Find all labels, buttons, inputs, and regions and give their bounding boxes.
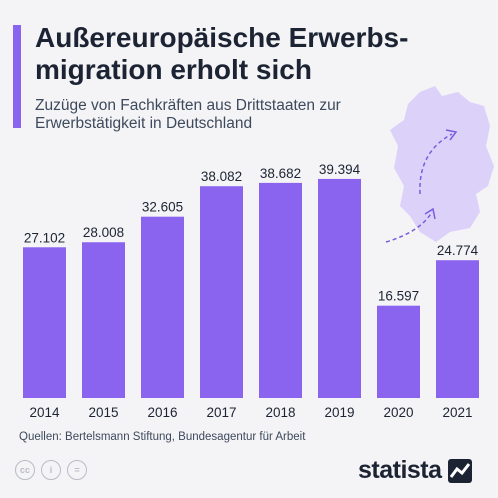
bar-2017 [200,186,243,398]
value-label-2014: 27.102 [24,230,65,245]
x-tick-label-2018: 2018 [265,405,295,420]
x-tick-label-2019: 2019 [324,405,354,420]
x-tick-label-2020: 2020 [383,405,413,420]
statista-logo-icon [447,458,472,483]
value-label-2017: 38.082 [201,169,242,184]
value-label-2018: 38.682 [260,166,301,181]
germany-map-icon [385,86,494,243]
source-note: Quellen: Bertelsmann Stiftung, Bundesage… [19,431,306,443]
value-label-2021: 24.774 [437,243,479,258]
bar-2021 [436,260,479,398]
attribution-icon: i [41,460,61,480]
statista-logo: statista [358,456,472,485]
no-derivatives-icon: = [67,460,87,480]
value-label-2019: 39.394 [319,162,361,177]
creative-commons-icon: cc [15,460,35,480]
bar-2020 [377,305,420,398]
chart-title: Außereuropäische Erwerbs-migration erhol… [35,22,409,85]
license-icons: cc i = [15,460,87,480]
x-tick-label-2015: 2015 [88,405,118,420]
value-label-2016: 32.605 [142,200,183,215]
x-tick-label-2021: 2021 [442,405,472,420]
bar-2015 [82,242,125,398]
logo-text: statista [358,456,442,484]
chart-subtitle: Zuzüge von Fachkräften aus Drittstaaten … [35,97,341,132]
x-tick-label-2014: 2014 [29,405,60,420]
accent-bar [13,25,21,128]
value-label-2015: 28.008 [83,225,124,240]
bar-2016 [141,216,184,398]
x-tick-label-2016: 2016 [147,405,177,420]
bar-2019 [318,178,361,398]
x-tick-label-2017: 2017 [206,405,236,420]
value-label-2020: 16.597 [378,289,419,304]
bar-2018 [259,182,302,398]
bar-2014 [23,247,66,398]
